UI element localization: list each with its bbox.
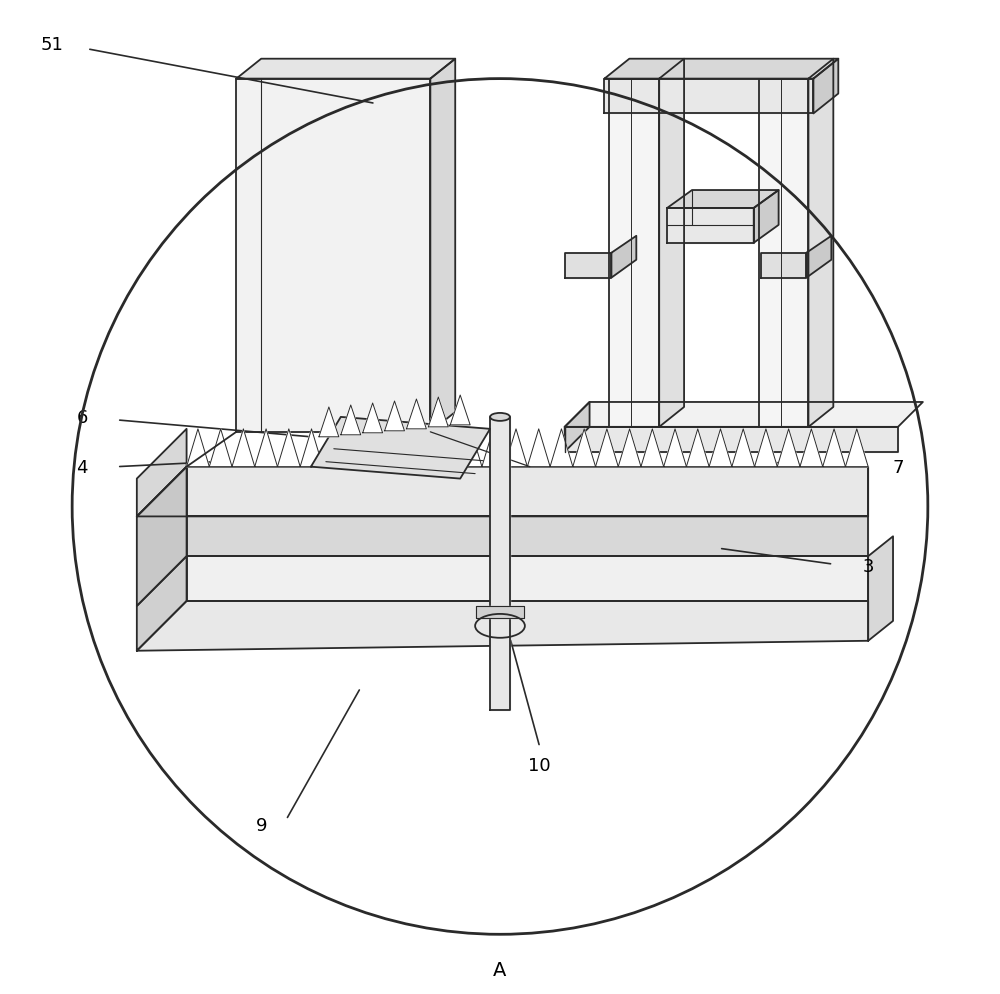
Text: A: A <box>493 959 507 979</box>
Polygon shape <box>346 429 368 467</box>
Polygon shape <box>385 402 404 431</box>
Polygon shape <box>550 429 573 467</box>
Polygon shape <box>709 429 732 467</box>
Polygon shape <box>609 80 659 427</box>
Polygon shape <box>800 429 823 467</box>
Polygon shape <box>667 209 754 244</box>
Polygon shape <box>806 237 831 278</box>
Polygon shape <box>436 429 459 467</box>
Polygon shape <box>255 429 277 467</box>
Polygon shape <box>808 60 833 427</box>
Polygon shape <box>659 60 684 427</box>
Polygon shape <box>490 417 510 711</box>
Text: 9: 9 <box>255 816 267 834</box>
Polygon shape <box>319 408 339 437</box>
Polygon shape <box>311 417 490 479</box>
Polygon shape <box>604 60 838 80</box>
Polygon shape <box>209 429 232 467</box>
Text: 6: 6 <box>76 409 88 426</box>
Polygon shape <box>611 237 636 278</box>
Polygon shape <box>406 400 426 429</box>
Polygon shape <box>664 429 686 467</box>
Polygon shape <box>754 191 779 244</box>
Polygon shape <box>565 403 590 452</box>
Polygon shape <box>137 467 868 517</box>
Polygon shape <box>236 60 455 80</box>
Polygon shape <box>845 429 868 467</box>
Text: 7: 7 <box>892 458 904 476</box>
Polygon shape <box>137 557 187 651</box>
Polygon shape <box>761 253 806 278</box>
Polygon shape <box>565 253 611 278</box>
Polygon shape <box>232 429 255 467</box>
Polygon shape <box>732 429 755 467</box>
Polygon shape <box>505 429 527 467</box>
Polygon shape <box>137 429 187 517</box>
Polygon shape <box>823 429 845 467</box>
Polygon shape <box>459 429 482 467</box>
Polygon shape <box>565 403 923 427</box>
Polygon shape <box>430 60 455 432</box>
Text: 4: 4 <box>76 458 88 476</box>
Polygon shape <box>137 601 868 651</box>
Polygon shape <box>236 80 430 432</box>
Polygon shape <box>187 557 868 601</box>
Polygon shape <box>363 404 383 433</box>
Text: 3: 3 <box>862 558 874 576</box>
Polygon shape <box>813 60 838 114</box>
Polygon shape <box>604 80 813 114</box>
Polygon shape <box>759 80 808 427</box>
Polygon shape <box>187 429 209 467</box>
Ellipse shape <box>490 414 510 421</box>
Polygon shape <box>428 398 448 427</box>
Polygon shape <box>667 191 779 209</box>
Polygon shape <box>482 429 505 467</box>
Polygon shape <box>414 429 436 467</box>
Polygon shape <box>596 429 618 467</box>
Polygon shape <box>300 429 323 467</box>
Polygon shape <box>565 427 898 452</box>
Polygon shape <box>187 467 868 517</box>
Polygon shape <box>686 429 709 467</box>
Polygon shape <box>476 606 524 618</box>
Polygon shape <box>391 429 414 467</box>
Polygon shape <box>368 429 391 467</box>
Polygon shape <box>277 429 300 467</box>
Polygon shape <box>341 406 361 435</box>
Polygon shape <box>450 396 470 425</box>
Polygon shape <box>755 429 777 467</box>
Polygon shape <box>618 429 641 467</box>
Polygon shape <box>323 429 346 467</box>
Polygon shape <box>641 429 664 467</box>
Text: 10: 10 <box>528 756 551 774</box>
Polygon shape <box>777 429 800 467</box>
Polygon shape <box>137 467 187 606</box>
Polygon shape <box>527 429 550 467</box>
Polygon shape <box>868 537 893 641</box>
Text: 51: 51 <box>41 36 64 54</box>
Polygon shape <box>573 429 596 467</box>
Polygon shape <box>187 517 868 557</box>
